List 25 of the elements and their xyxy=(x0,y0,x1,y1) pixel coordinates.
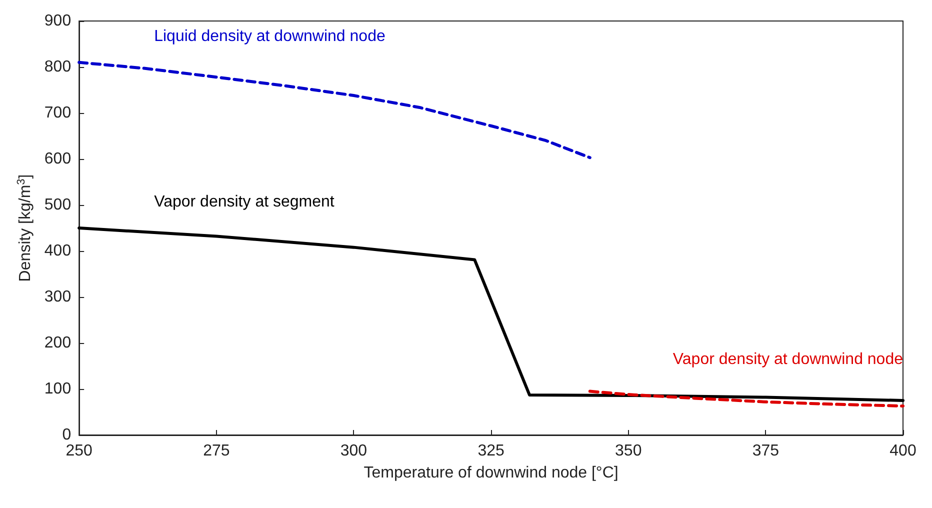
annotation: Vapor density at segment xyxy=(154,194,335,210)
x-axis-title: Temperature of downwind node [°C] xyxy=(364,464,618,482)
line-series xyxy=(588,390,904,408)
y-tick-label: 800 xyxy=(44,58,72,76)
x-tick-label: 375 xyxy=(752,442,780,460)
y-tick-label: 700 xyxy=(44,104,72,122)
x-tick-label: 300 xyxy=(340,442,368,460)
line-series xyxy=(78,60,592,160)
x-tick-label: 350 xyxy=(615,442,642,460)
x-tick-label: 275 xyxy=(203,442,230,460)
y-tick-label: 300 xyxy=(44,288,72,306)
y-tick-label: 0 xyxy=(62,426,72,444)
y-tick-label: 100 xyxy=(44,380,72,398)
y-tick-label: 400 xyxy=(44,242,72,260)
y-tick-label: 500 xyxy=(44,196,72,214)
x-tick-label: 250 xyxy=(66,442,93,460)
y-tick-label: 900 xyxy=(44,12,72,30)
y-tick-label: 600 xyxy=(44,150,72,168)
annotation: Liquid density at downwind node xyxy=(154,28,386,45)
line-series xyxy=(78,226,904,402)
x-tick-label: 400 xyxy=(890,442,916,460)
y-axis-title: Density [kg/m3] xyxy=(16,174,34,282)
annotation: Vapor density at downwind node xyxy=(672,350,904,368)
y-tick-label: 200 xyxy=(44,334,72,352)
x-tick-label: 325 xyxy=(478,442,504,460)
